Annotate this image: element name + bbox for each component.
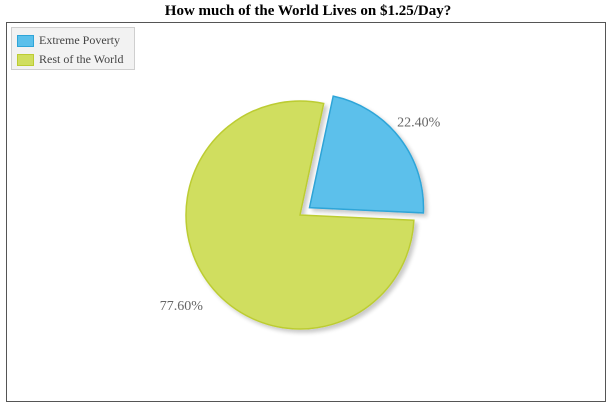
legend-swatch-extreme-poverty <box>17 34 34 47</box>
legend-item-extreme-poverty: Extreme Poverty <box>17 31 134 50</box>
legend: Extreme Poverty Rest of the World <box>11 27 135 70</box>
plot-area <box>6 22 606 402</box>
data-label-rest-of-the-world: 77.60% <box>160 299 204 314</box>
legend-label: Rest of the World <box>39 52 124 66</box>
chart-title: How much of the World Lives on $1.25/Day… <box>164 3 452 19</box>
pie-slice-extreme-poverty <box>308 95 425 214</box>
data-label-extreme-poverty: 22.40% <box>397 116 441 131</box>
pie-slice-rest-of-the-world <box>185 100 415 330</box>
legend-swatch-rest-of-world <box>17 53 34 66</box>
legend-item-rest-of-world: Rest of the World <box>17 50 134 69</box>
legend-label: Extreme Poverty <box>39 33 120 47</box>
